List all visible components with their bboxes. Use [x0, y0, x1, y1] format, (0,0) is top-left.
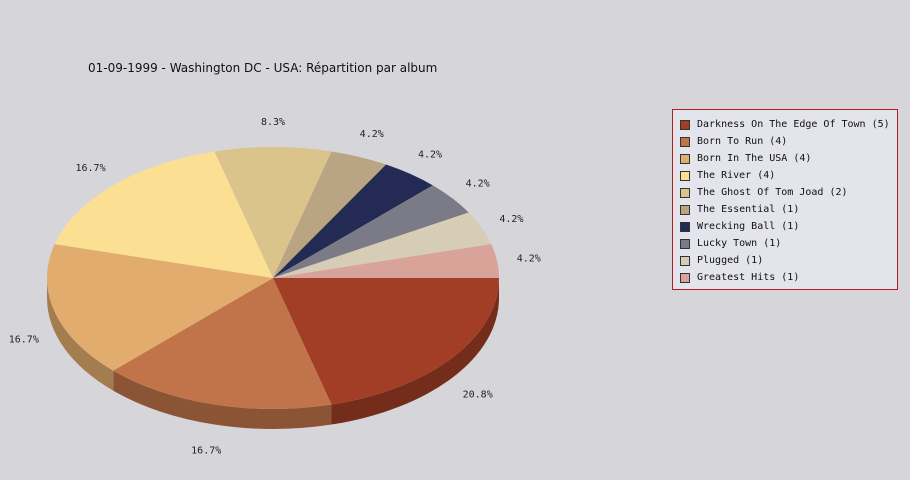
pie-slice-side-0 [331, 278, 499, 425]
pie-label-9: 4.2% [517, 254, 541, 265]
legend-swatch [680, 187, 690, 198]
legend-item-3: The River (4) [673, 167, 897, 184]
legend-swatch [680, 255, 690, 266]
legend: Darkness On The Edge Of Town (5) Born To … [672, 109, 898, 290]
legend-label: The River (4) [697, 170, 776, 181]
legend-item-2: Born In The USA (4) [673, 150, 897, 167]
pie-label-0: 20.8% [463, 390, 493, 401]
pie-label-1: 16.7% [191, 446, 221, 457]
legend-label: Plugged (1) [697, 255, 764, 266]
legend-label: Lucky Town (1) [697, 238, 782, 249]
legend-item-8: Plugged (1) [673, 252, 897, 269]
pie-slice-4 [214, 147, 332, 278]
legend-item-1: Born To Run (4) [673, 133, 897, 150]
pie-slice-side-2 [47, 278, 114, 391]
legend-item-9: Greatest Hits (1) [673, 269, 897, 286]
pie-tops [47, 147, 499, 410]
pie-label-7: 4.2% [466, 178, 490, 189]
pie-slice-3 [54, 151, 274, 278]
legend-label: The Essential (1) [697, 204, 800, 215]
pie-slice-6 [273, 164, 433, 278]
legend-swatch [680, 119, 690, 130]
pie-slice-side-1 [113, 370, 332, 430]
pie-labels: 20.8% 16.7% 16.7% 16.7% 8.3% 4.2% 4.2% 4.2% 4.2%… [9, 117, 541, 457]
pie-slice-7 [273, 185, 469, 278]
pie-label-6: 4.2% [418, 149, 442, 160]
legend-swatch [680, 153, 690, 164]
legend-swatch [680, 221, 690, 232]
legend-swatch [680, 272, 690, 283]
legend-swatch [680, 204, 690, 215]
pie-slice-9 [273, 244, 499, 278]
legend-item-4: The Ghost Of Tom Joad (2) [673, 184, 897, 201]
legend-item-5: The Essential (1) [673, 201, 897, 218]
legend-label: Wrecking Ball (1) [697, 221, 800, 232]
legend-label: Born To Run (4) [697, 136, 788, 147]
legend-item-0: Darkness On The Edge Of Town (5) [673, 116, 897, 133]
pie-slice-2 [47, 244, 273, 371]
pie-sides [47, 278, 499, 430]
pie-label-3: 16.7% [76, 163, 106, 174]
pie-slice-8 [273, 212, 492, 278]
chart-title: 01-09-1999 - Washington DC - USA: Répart… [88, 61, 438, 75]
pie-label-5: 4.2% [360, 129, 384, 140]
pie-slice-0 [273, 278, 499, 405]
pie-label-2: 16.7% [9, 335, 39, 346]
legend-label: Born In The USA (4) [697, 153, 812, 164]
pie-label-4: 8.3% [261, 117, 285, 128]
legend-label: The Ghost Of Tom Joad (2) [697, 187, 848, 198]
pie-slice-5 [273, 151, 386, 278]
pie-label-8: 4.2% [499, 214, 523, 225]
pie-slice-1 [113, 278, 332, 410]
legend-label: Darkness On The Edge Of Town (5) [697, 119, 890, 130]
legend-swatch [680, 238, 690, 249]
legend-swatch [680, 170, 690, 181]
legend-label: Greatest Hits (1) [697, 272, 800, 283]
legend-item-7: Lucky Town (1) [673, 235, 897, 252]
legend-item-6: Wrecking Ball (1) [673, 218, 897, 235]
legend-swatch [680, 136, 690, 147]
